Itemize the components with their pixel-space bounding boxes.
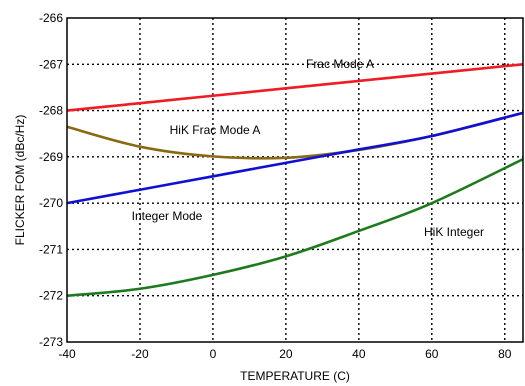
- series-label-hik-integer: HiK Integer: [424, 225, 484, 239]
- x-axis-title: TEMPERATURE (C): [240, 369, 350, 383]
- y-tick-label: -270: [39, 196, 63, 210]
- x-tick-label: 0: [210, 347, 217, 361]
- plot-area: [67, 18, 523, 342]
- x-tick-label: 20: [279, 347, 293, 361]
- series-label-integer-mode: Integer Mode: [132, 209, 203, 223]
- y-tick-label: -269: [39, 150, 63, 164]
- x-axis-ticks: -40 -20 0 20 40 60 80: [58, 347, 511, 361]
- y-tick-label: -267: [39, 57, 63, 71]
- series-label-frac-mode-a: Frac Mode A: [306, 57, 374, 71]
- series-labels: Frac Mode A HiK Frac Mode A Integer Mode Hi…: [132, 57, 484, 239]
- y-axis-title: FLICKER FOM (dBc/Hz): [13, 115, 27, 246]
- series-label-hik-frac-mode-a: HiK Frac Mode A: [170, 123, 261, 137]
- x-tick-label: 60: [425, 347, 439, 361]
- y-tick-label: -271: [39, 242, 63, 256]
- series-line-frac-mode-a: [66, 62, 524, 112]
- x-tick-label: -20: [131, 347, 149, 361]
- data-series: [66, 62, 524, 298]
- y-tick-label: -268: [39, 104, 63, 118]
- series-line-integer-mode: [66, 111, 524, 205]
- y-tick-label: -266: [39, 11, 63, 25]
- x-tick-label: 40: [352, 347, 366, 361]
- series-line-hik-integer: [66, 157, 524, 298]
- plot-border: [66, 17, 524, 343]
- grid-lines: [67, 18, 523, 342]
- y-tick-label: -273: [39, 335, 63, 349]
- x-tick-label: 80: [498, 347, 512, 361]
- y-axis-ticks: -266 -267 -268 -269 -270 -271 -272 -273: [39, 11, 63, 349]
- x-tick-label: -40: [58, 347, 76, 361]
- y-tick-label: -272: [39, 289, 63, 303]
